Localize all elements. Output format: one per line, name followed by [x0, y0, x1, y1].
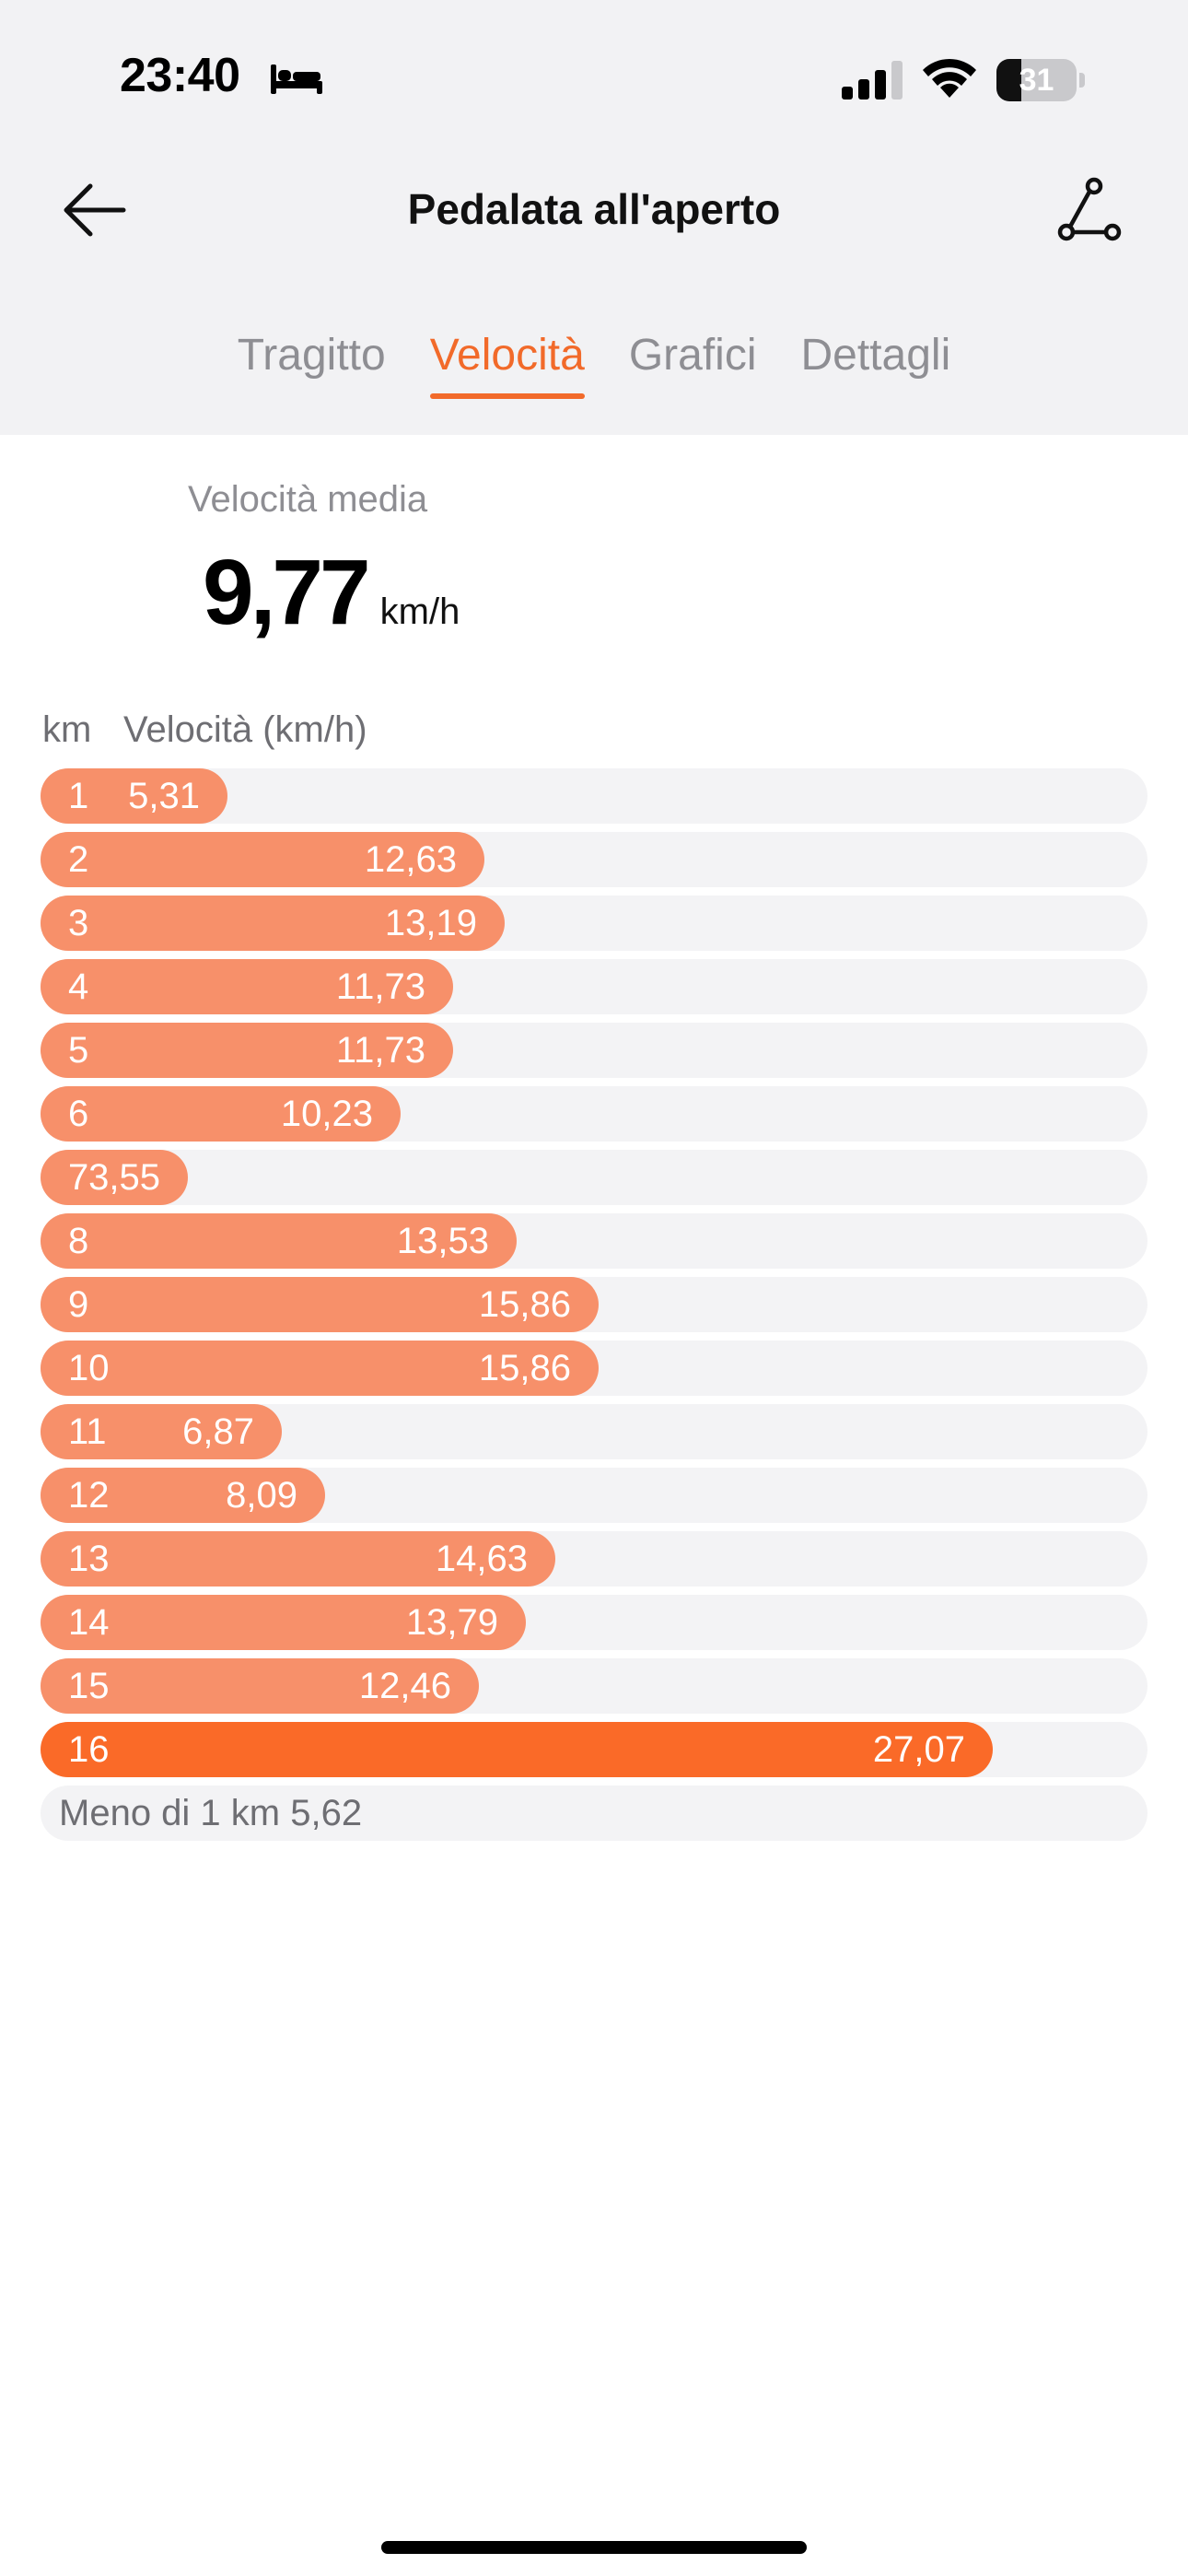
split-km-label: 4	[68, 966, 89, 1007]
split-row: 9 15,86	[41, 1277, 1147, 1332]
speed-bar: 12 8,09	[41, 1468, 325, 1523]
average-speed-value: 9,77	[203, 541, 371, 644]
signal-icon	[842, 61, 903, 100]
split-km-label: 15	[68, 1666, 110, 1706]
split-row: 7 3,55	[41, 1150, 1147, 1205]
split-row: 2 12,63	[41, 832, 1147, 887]
battery-level: 31	[1019, 62, 1054, 98]
split-km-label: 3	[68, 903, 89, 943]
bed-icon	[271, 64, 322, 94]
split-speed-value: 5,31	[128, 776, 200, 816]
split-speed-value: 13,53	[396, 1221, 489, 1261]
split-row: 14 13,79	[41, 1595, 1147, 1650]
split-km-label: 16	[68, 1729, 110, 1770]
split-km-label: 7	[68, 1157, 89, 1198]
split-row: 12 8,09	[41, 1468, 1147, 1523]
speed-bar: 8 13,53	[41, 1213, 517, 1269]
speed-bar: 11 6,87	[41, 1404, 282, 1459]
split-km-label: 5	[68, 1030, 89, 1071]
split-row: 1 5,31	[41, 768, 1147, 824]
split-speed-value: 3,55	[88, 1157, 160, 1198]
tab-grafici[interactable]: Grafici	[628, 331, 757, 380]
split-km-label: 13	[68, 1539, 110, 1579]
tab-velocita[interactable]: Velocità	[429, 330, 585, 399]
split-speed-value: 8,09	[226, 1475, 297, 1516]
route-icon[interactable]	[1055, 175, 1125, 245]
split-speed-value: 11,73	[335, 966, 425, 1007]
column-header-speed: Velocità (km/h)	[123, 709, 367, 750]
average-speed-unit: km/h	[379, 591, 460, 632]
speed-bar: 10 15,86	[41, 1341, 599, 1396]
header-area	[0, 0, 1188, 435]
speed-bar: 6 10,23	[41, 1086, 401, 1142]
battery-icon: 31	[996, 59, 1085, 101]
split-row: 15 12,46	[41, 1658, 1147, 1714]
tab-dettagli[interactable]: Dettagli	[800, 331, 951, 380]
speed-bar: 5 11,73	[41, 1023, 453, 1078]
split-row: 16 27,07	[41, 1722, 1147, 1777]
split-speed-value: 6,87	[182, 1411, 254, 1452]
split-row: 13 14,63	[41, 1531, 1147, 1587]
split-row: 6 10,23	[41, 1086, 1147, 1142]
split-row: 4 11,73	[41, 959, 1147, 1014]
split-km-label: 8	[68, 1221, 89, 1261]
split-speed-value: 12,63	[364, 839, 457, 880]
speed-bar: 16 27,07	[41, 1722, 993, 1777]
speed-bar: 9 15,86	[41, 1277, 599, 1332]
split-speed-value: 13,19	[384, 903, 477, 943]
speed-bar: 13 14,63	[41, 1531, 555, 1587]
split-km-label: 9	[68, 1284, 89, 1325]
split-speed-value: 10,23	[280, 1094, 373, 1134]
split-speed-value: 15,86	[478, 1348, 571, 1388]
split-km-label: 11	[68, 1411, 107, 1452]
column-header-km: km	[42, 709, 92, 750]
split-speed-value: 15,86	[478, 1284, 571, 1325]
split-row: 8 13,53	[41, 1213, 1147, 1269]
split-km-label: 1	[68, 776, 89, 816]
speed-bar: 2 12,63	[41, 832, 484, 887]
split-km-label: 14	[68, 1602, 110, 1643]
speed-bar: 7 3,55	[41, 1150, 188, 1205]
split-row: 11 6,87	[41, 1404, 1147, 1459]
split-speed-value: 11,73	[335, 1030, 425, 1071]
split-row: 3 13,19	[41, 896, 1147, 951]
average-speed-label: Velocità media	[188, 479, 428, 520]
less-than-km-row: Meno di 1 km 5,62	[41, 1786, 1147, 1841]
speed-bar: 15 12,46	[41, 1658, 479, 1714]
average-speed: 9,77 km/h	[203, 540, 460, 646]
back-arrow-icon[interactable]	[59, 181, 129, 240]
less-than-km-text: Meno di 1 km 5,62	[59, 1793, 363, 1833]
split-km-label: 12	[68, 1475, 110, 1516]
home-indicator[interactable]	[381, 2541, 807, 2554]
split-speed-value: 13,79	[405, 1602, 498, 1643]
speed-bar: 1 5,31	[41, 768, 227, 824]
split-row: 10 15,86	[41, 1341, 1147, 1396]
split-km-label: 2	[68, 839, 89, 880]
split-speed-value: 27,07	[872, 1729, 965, 1770]
speed-bar: 14 13,79	[41, 1595, 526, 1650]
speed-bar: 3 13,19	[41, 896, 505, 951]
speed-bar: 4 11,73	[41, 959, 453, 1014]
split-row: 5 11,73	[41, 1023, 1147, 1078]
split-list: 1 5,31 2 12,63 3 13,19 4 11,73 5 11,73 6 10,23 7 3,55…	[41, 768, 1147, 1841]
tab-tragitto[interactable]: Tragitto	[237, 331, 386, 380]
status-time: 23:40	[120, 49, 240, 102]
split-speed-value: 12,46	[358, 1666, 451, 1706]
split-speed-value: 14,63	[435, 1539, 528, 1579]
tab-bar: Tragitto Velocità Grafici Dettagli	[0, 330, 1188, 399]
split-km-label: 10	[68, 1348, 110, 1388]
page-title: Pedalata all'aperto	[407, 185, 781, 233]
wifi-icon	[923, 58, 976, 98]
split-km-label: 6	[68, 1094, 89, 1134]
